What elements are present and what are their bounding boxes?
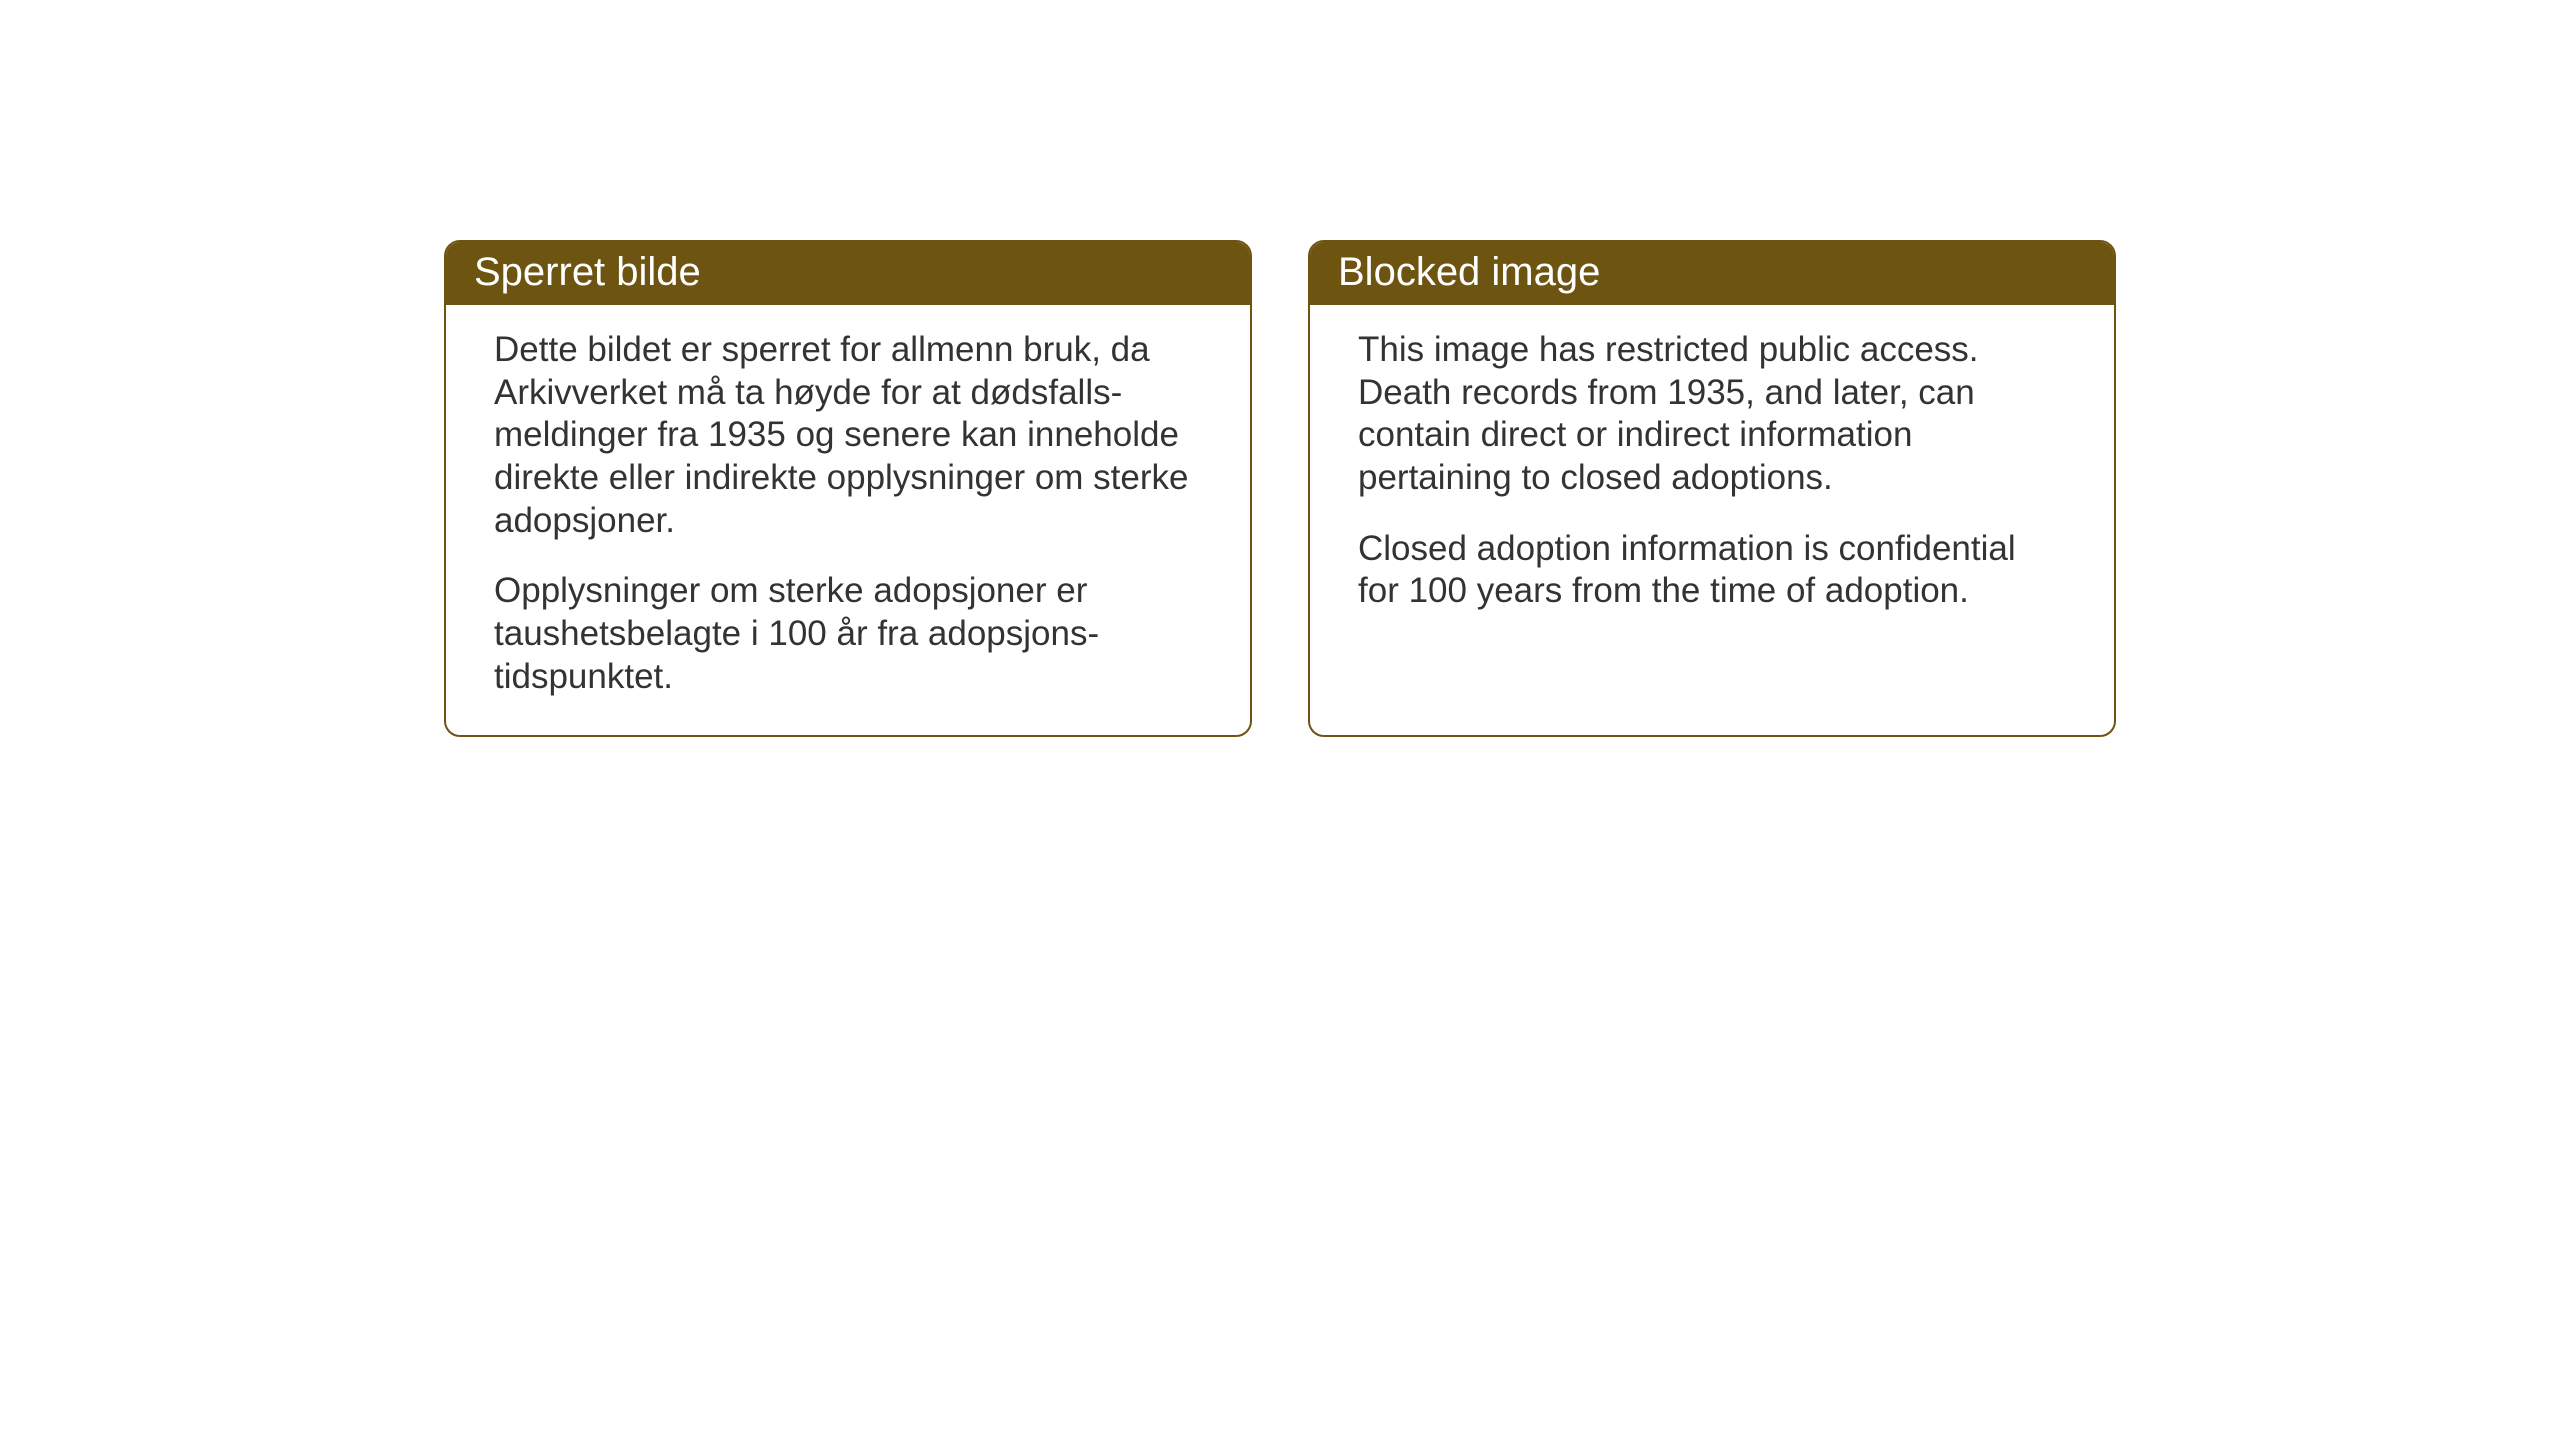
- card-norwegian: Sperret bilde Dette bildet er sperret fo…: [444, 240, 1252, 737]
- card-paragraph2-norwegian: Opplysninger om sterke adopsjoner er tau…: [494, 570, 1202, 698]
- card-title-english: Blocked image: [1338, 250, 1600, 294]
- card-title-norwegian: Sperret bilde: [474, 250, 701, 294]
- card-header-english: Blocked image: [1310, 242, 2114, 305]
- cards-container: Sperret bilde Dette bildet er sperret fo…: [444, 240, 2116, 737]
- card-header-norwegian: Sperret bilde: [446, 242, 1250, 305]
- card-body-norwegian: Dette bildet er sperret for allmenn bruk…: [446, 305, 1250, 735]
- card-paragraph2-english: Closed adoption information is confident…: [1358, 528, 2066, 613]
- card-body-english: This image has restricted public access.…: [1310, 305, 2114, 649]
- card-paragraph1-english: This image has restricted public access.…: [1358, 329, 2066, 500]
- card-english: Blocked image This image has restricted …: [1308, 240, 2116, 737]
- card-paragraph1-norwegian: Dette bildet er sperret for allmenn bruk…: [494, 329, 1202, 542]
